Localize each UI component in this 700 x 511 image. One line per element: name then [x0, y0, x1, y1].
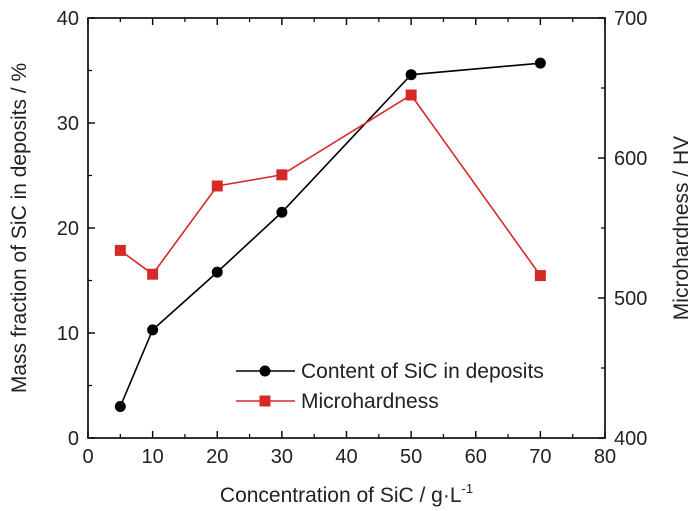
data-point-sic-content: [405, 69, 417, 81]
x-tick-label: 10: [142, 446, 164, 468]
x-tick-label: 40: [335, 446, 357, 468]
legend-marker-sic-content: [259, 365, 271, 377]
legend-label-sic-content: Content of SiC in deposits: [301, 360, 544, 383]
x-tick-label: 20: [206, 446, 228, 468]
series-layer: [114, 57, 546, 412]
right-y-tick-label: 400: [614, 428, 647, 450]
left-y-tick-label: 0: [68, 428, 79, 450]
right-y-tick-label: 700: [614, 8, 647, 30]
x-tick-label: 0: [82, 446, 93, 468]
x-axis-title-text: Concentration of SiC / g·L: [220, 484, 462, 507]
left-y-tick-label: 30: [57, 113, 79, 135]
x-tick-label: 60: [465, 446, 487, 468]
x-tick-label: 70: [529, 446, 551, 468]
left-y-tick-label: 10: [57, 323, 79, 345]
data-point-microhardness: [147, 268, 159, 280]
left-y-axis-title: Mass fraction of SiC in deposits / %: [8, 63, 31, 393]
legend: Content of SiC in deposits Microhardness: [236, 360, 544, 413]
right-y-axis-title: Microhardness / HV: [670, 136, 693, 320]
legend-label-microhardness: Microhardness: [301, 390, 439, 413]
data-point-sic-content: [276, 206, 288, 218]
data-point-sic-content: [114, 401, 126, 412]
x-tick-label: 50: [400, 446, 422, 468]
data-point-microhardness: [276, 169, 288, 181]
x-tick-label: 80: [594, 446, 616, 468]
ticks-layer: 0 10 20 30 40 50 60 70 80 0 10 20 30 40 400 500 600 700: [57, 8, 648, 468]
data-point-microhardness: [405, 89, 417, 101]
series-line-sic-content: [119, 62, 541, 407]
left-y-tick-label: 40: [57, 8, 79, 30]
data-point-sic-content: [534, 57, 546, 69]
x-axis-title: Concentration of SiC / g·L-1: [220, 481, 473, 507]
left-y-tick-label: 20: [57, 218, 79, 240]
x-tick-label: 30: [271, 446, 293, 468]
data-point-sic-content: [147, 324, 159, 336]
legend-marker-microhardness: [259, 395, 271, 407]
series-line-microhardness: [119, 93, 542, 277]
data-point-microhardness: [211, 180, 223, 192]
x-axis-title-superscript: -1: [462, 481, 474, 496]
data-point-microhardness: [114, 244, 126, 256]
right-y-tick-label: 600: [614, 148, 647, 170]
right-y-tick-label: 500: [614, 288, 647, 310]
data-point-sic-content: [211, 266, 223, 278]
data-point-microhardness: [534, 270, 546, 282]
